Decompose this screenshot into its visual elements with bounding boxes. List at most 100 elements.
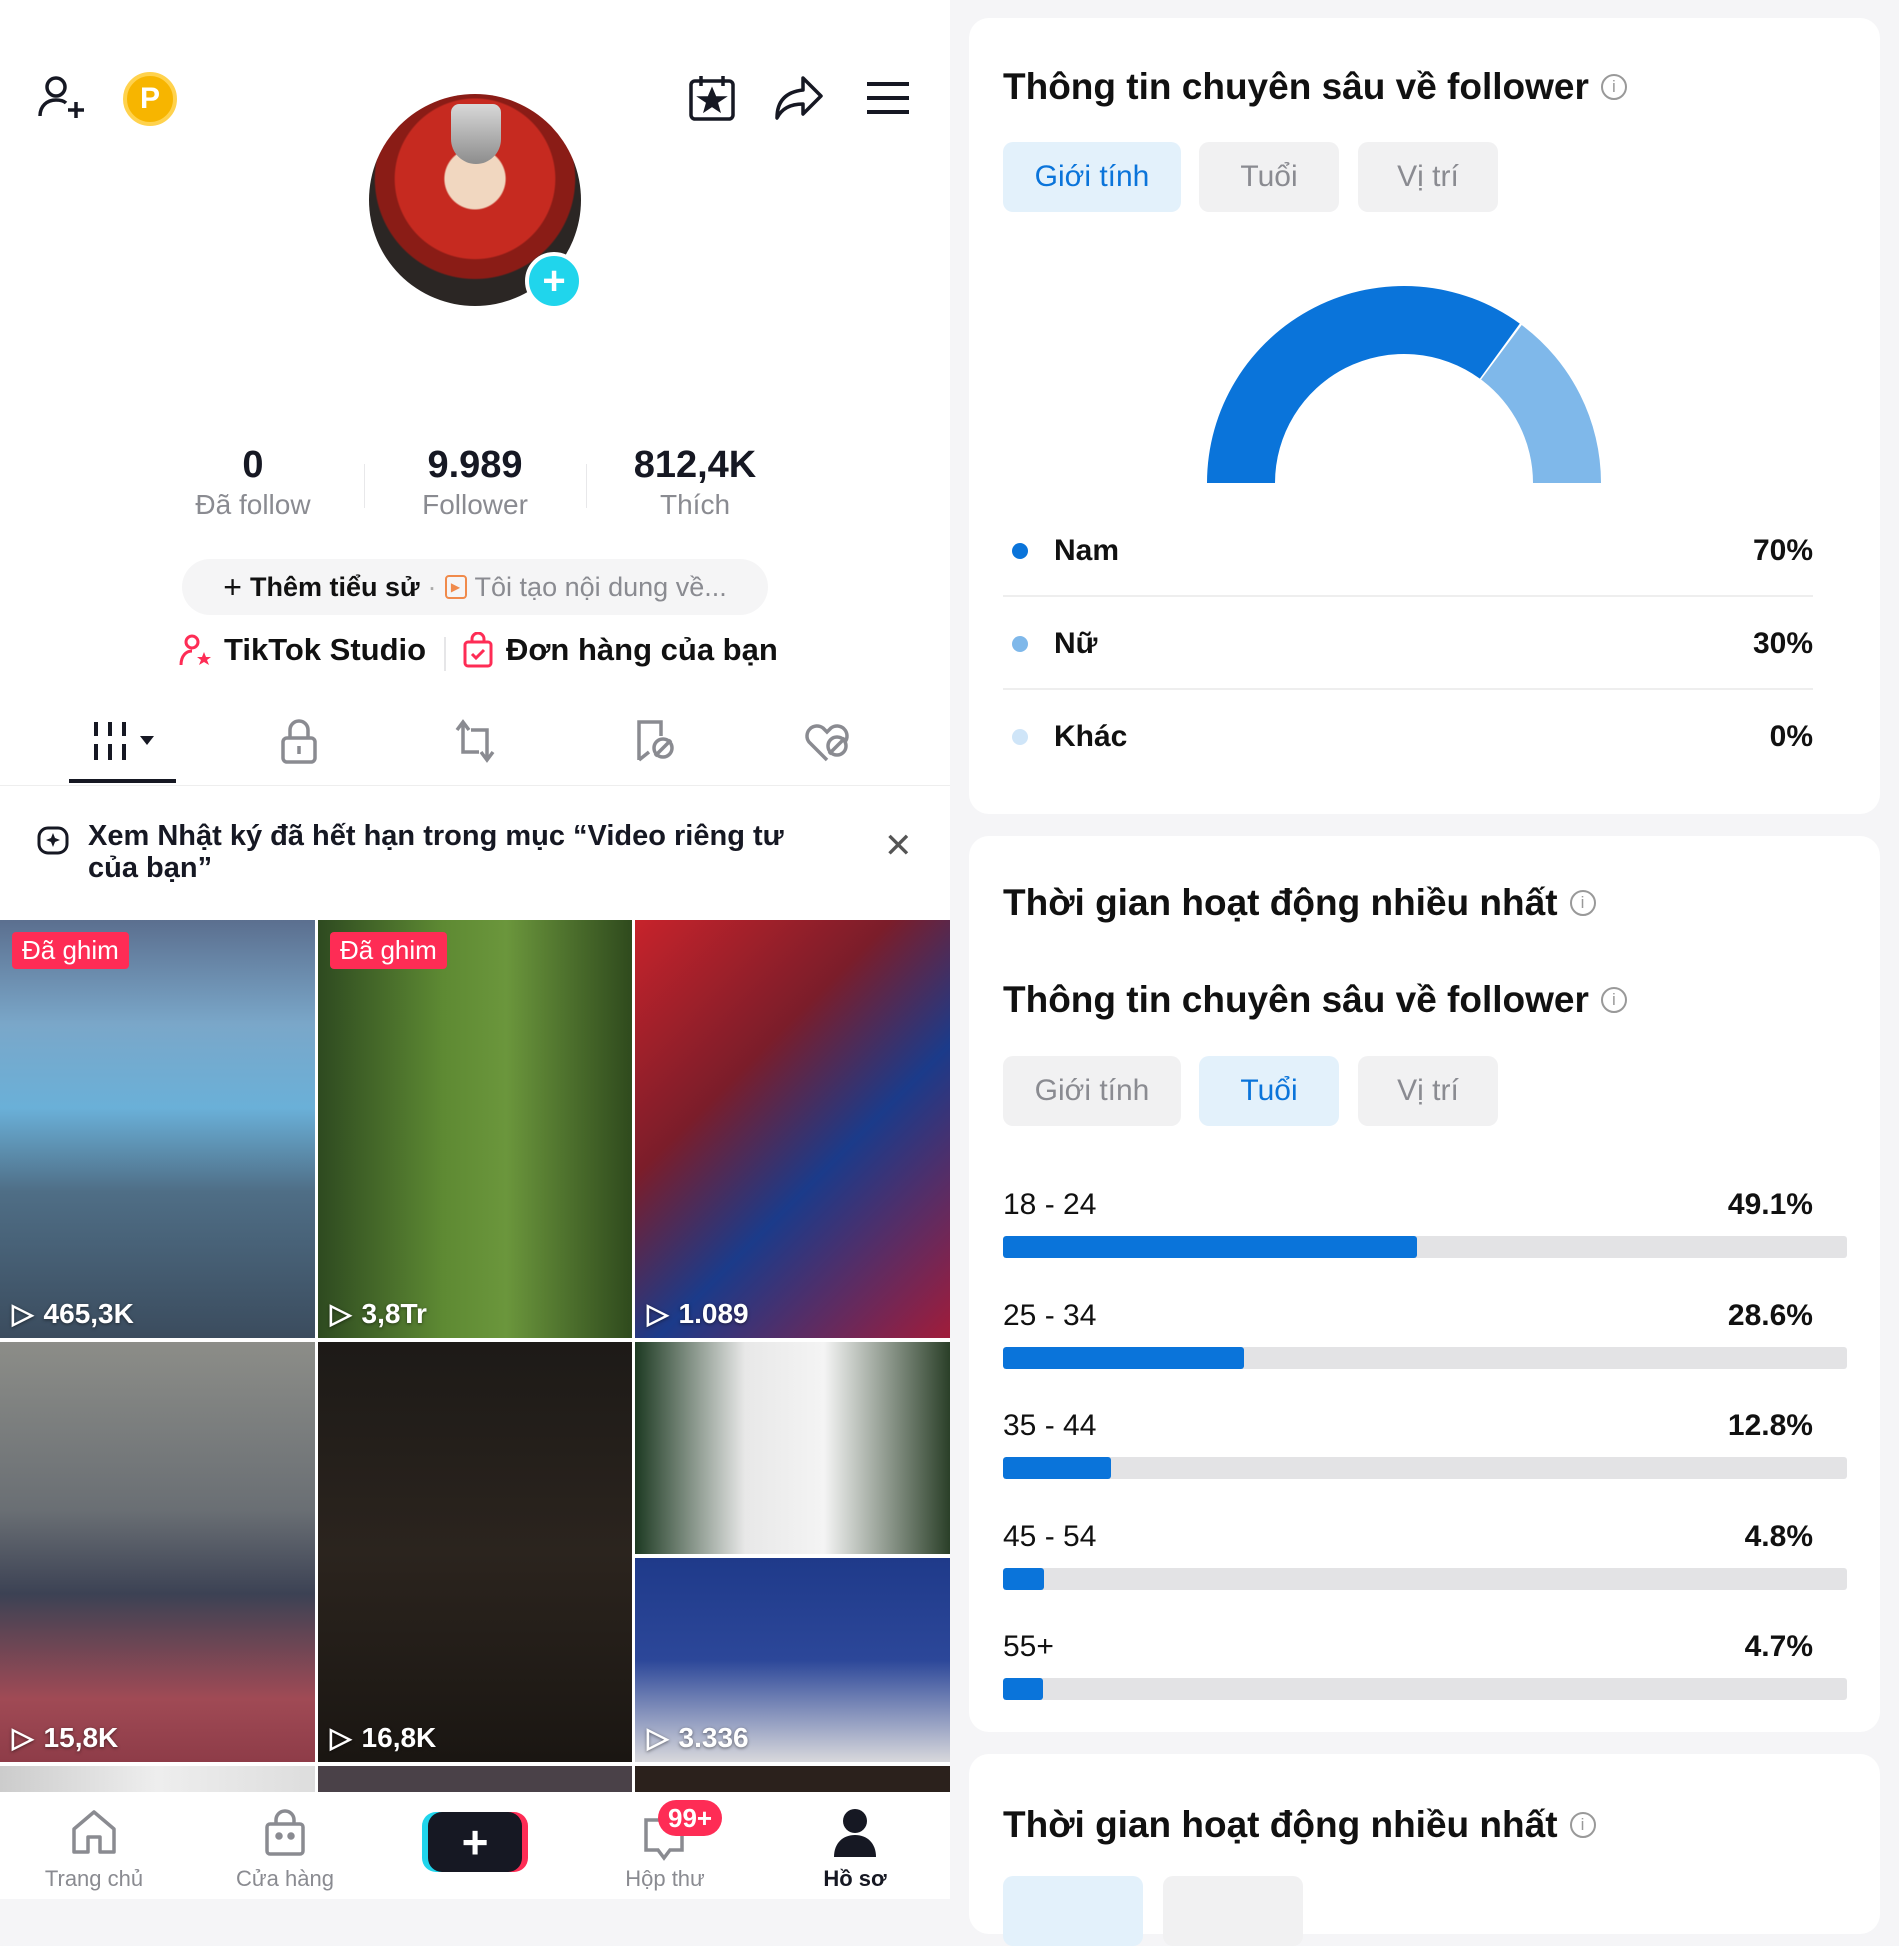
age-value: 28.6% <box>1727 1298 1813 1332</box>
views-label: 15,8K <box>43 1721 119 1753</box>
video-thumbnail[interactable] <box>635 1342 950 1554</box>
tab-favorites-icon[interactable] <box>630 716 678 766</box>
video-icon: ▶ <box>444 575 467 599</box>
create-button[interactable]: + <box>428 1812 522 1872</box>
donut-slice-Nam <box>1207 286 1520 483</box>
tab-placeholder[interactable] <box>1003 1876 1143 1946</box>
info-icon[interactable]: i <box>1569 1812 1596 1838</box>
legend-dot <box>1012 543 1028 559</box>
video-thumbnail[interactable] <box>635 1766 950 1792</box>
active-time-card: Thời gian hoạt động nhiều nhất i <box>969 1754 1880 1946</box>
video-thumbnail[interactable]: ▷ 1.089 <box>635 920 950 1338</box>
legend-row-male: Nam 70% <box>1003 531 1813 571</box>
add-bio-label: Thêm tiểu sử <box>249 571 420 602</box>
views-label: 3.336 <box>678 1721 749 1753</box>
stat-label: Thích <box>659 489 731 520</box>
tab-gender[interactable]: Giới tính <box>1003 1056 1181 1126</box>
section-title: Thời gian hoạt động nhiều nhất i <box>1003 882 1596 924</box>
view-count: ▷ 3,8Tr <box>330 1297 427 1330</box>
age-label: 18 - 24 <box>1003 1188 1097 1221</box>
age-label: 55+ <box>1003 1630 1054 1663</box>
play-icon: ▷ <box>12 1298 34 1329</box>
tiktok-studio-link[interactable]: TikTok Studio <box>178 632 426 668</box>
info-icon[interactable]: i <box>1600 74 1627 100</box>
legend-label: Khác <box>1054 720 1128 753</box>
video-thumbnail[interactable]: ▷ 15,8K <box>0 1342 315 1762</box>
video-thumbnail[interactable] <box>0 1766 315 1792</box>
legend-row-other: Khác 0% <box>1003 717 1813 757</box>
legend-dot <box>1012 729 1028 745</box>
age-bar-track <box>1003 1567 1847 1590</box>
play-icon: ▷ <box>12 1722 34 1753</box>
gender-insights-card: Thông tin chuyên sâu về follower i Giới t… <box>969 18 1880 814</box>
close-notice-icon[interactable]: ✕ <box>884 827 913 865</box>
add-avatar-icon[interactable]: + <box>525 252 583 310</box>
bio-button[interactable]: + Thêm tiểu sử · ▶ Tôi tạo nội dung về..… <box>182 559 768 615</box>
info-icon[interactable]: i <box>1600 987 1627 1013</box>
calendar-star-icon[interactable] <box>686 72 738 124</box>
nav-shop[interactable]: Cửa hàng <box>236 1866 334 1891</box>
legend-value: 0% <box>1769 720 1813 753</box>
legend-label: Nữ <box>1054 627 1098 660</box>
views-label: 1.089 <box>678 1297 749 1329</box>
age-bar-track <box>1003 1678 1847 1700</box>
tab-location[interactable]: Vị trí <box>1358 1056 1498 1126</box>
orders-label: Đơn hàng của bạn <box>506 632 778 667</box>
shop-icon[interactable] <box>260 1808 310 1856</box>
video-thumbnail[interactable]: Đã ghim ▷ 465,3K <box>0 920 315 1338</box>
pinned-badge: Đã ghim <box>12 932 129 969</box>
tab-videos-grid[interactable] <box>88 718 160 764</box>
age-label: 35 - 44 <box>1003 1409 1097 1442</box>
video-thumbnail[interactable]: ▷ 16,8K <box>318 1342 632 1762</box>
tab-private-lock-icon[interactable] <box>276 716 322 766</box>
tab-gender[interactable]: Giới tính <box>1003 142 1181 212</box>
video-thumbnail[interactable]: ▷ 3.336 <box>635 1558 950 1762</box>
age-value: 49.1% <box>1727 1188 1813 1221</box>
tab-liked-icon[interactable] <box>802 716 854 766</box>
expired-diary-notice[interactable]: Xem Nhật ký đã hết hạn trong mục “Video … <box>88 820 784 884</box>
tab-age[interactable]: Tuổi <box>1199 1056 1339 1126</box>
stat-value: 9.989 <box>427 444 523 486</box>
video-thumbnail[interactable]: Đã ghim ▷ 3,8Tr <box>318 920 632 1338</box>
age-row: 18 - 24 49.1% <box>1003 1188 1813 1222</box>
add-friend-icon[interactable] <box>36 72 88 124</box>
menu-icon[interactable] <box>862 76 914 120</box>
studio-icon <box>179 634 211 666</box>
age-value: 4.7% <box>1744 1630 1813 1663</box>
tab-location[interactable]: Vị trí <box>1358 142 1498 212</box>
nav-home[interactable]: Trang chủ <box>44 1866 144 1891</box>
nav-inbox[interactable]: Hộp thư <box>625 1866 705 1891</box>
stat-value: 0 <box>242 444 264 486</box>
stat-followers[interactable]: 9.989 Follower <box>365 444 585 521</box>
tab-repost-icon[interactable] <box>450 716 500 766</box>
title-text: Thời gian hoạt động nhiều nhất <box>1003 882 1558 923</box>
legend-value: 30% <box>1752 627 1813 660</box>
nav-profile[interactable]: Hồ sơ <box>823 1866 887 1891</box>
age-row: 35 - 44 12.8% <box>1003 1409 1813 1443</box>
profile-panel: P + 0 Đã follow 9.989 Follower 812,4K Thích… <box>0 0 950 1899</box>
profile-icon[interactable] <box>830 1806 880 1860</box>
section-title: Thông tin chuyên sâu về follower i <box>1003 66 1627 108</box>
stat-following[interactable]: 0 Đã follow <box>143 444 363 521</box>
divider <box>1003 688 1813 690</box>
sparkle-icon <box>36 822 70 856</box>
title-text: Thông tin chuyên sâu về follower <box>1003 979 1589 1020</box>
divider <box>0 785 950 786</box>
home-icon[interactable] <box>68 1808 120 1856</box>
share-icon[interactable] <box>773 72 825 124</box>
donut-slice-Nữ <box>1481 325 1601 483</box>
age-bar-fill <box>1003 1346 1245 1369</box>
age-bar-track <box>1003 1346 1847 1369</box>
info-icon[interactable]: i <box>1569 890 1596 916</box>
divider <box>364 464 365 508</box>
stat-value: 812,4K <box>633 444 757 486</box>
legend-label: Nam <box>1054 534 1120 567</box>
tab-age[interactable]: Tuổi <box>1199 142 1339 212</box>
tab-placeholder[interactable] <box>1163 1876 1303 1946</box>
play-icon: ▷ <box>647 1298 669 1329</box>
video-thumbnail[interactable] <box>318 1766 632 1792</box>
stat-likes[interactable]: 812,4K Thích <box>585 444 805 521</box>
age-bar-fill <box>1003 1236 1418 1258</box>
coin-icon[interactable]: P <box>123 72 177 126</box>
orders-link[interactable]: Đơn hàng của bạn <box>462 632 778 668</box>
